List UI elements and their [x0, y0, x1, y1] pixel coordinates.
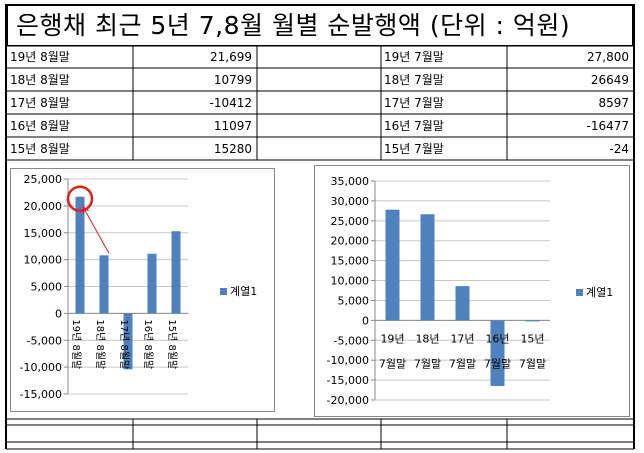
- x-tick-label-line2: 7월말: [519, 357, 546, 370]
- cell-aug-value[interactable]: 11097: [213, 119, 252, 133]
- cell-aug-value[interactable]: 10799: [213, 73, 252, 87]
- bar-0: [385, 209, 400, 321]
- x-tick-label: 17년 8월말: [118, 319, 130, 369]
- cell-aug-label[interactable]: 17년 8월말: [10, 96, 70, 110]
- chart-july-plot: 35,000 30,000 25,000 20,000 15,000 10,000 5,00…: [327, 175, 614, 407]
- annotation-arrow: [82, 206, 110, 254]
- cell-aug-value[interactable]: 21,699: [210, 50, 252, 64]
- y-tick-label: 20,000: [331, 235, 370, 248]
- y-tick-label: 0: [55, 307, 62, 320]
- y-tick-label: 20,000: [24, 200, 63, 213]
- bar-2: [455, 286, 470, 321]
- x-tick-label: 19년 8월말: [70, 319, 82, 369]
- x-tick-label-line2: 7월말: [484, 357, 511, 370]
- y-tick-label: -5,000: [27, 334, 62, 347]
- chart-august[interactable]: 25,000 20,000 15,000 10,000 5,000 0 -5,000 -10,…: [10, 168, 275, 412]
- cell-aug-value[interactable]: -10412: [209, 96, 252, 110]
- bar-3: [490, 320, 505, 386]
- cell-jul-label[interactable]: 18년 7월말: [384, 73, 444, 87]
- cell-aug-label[interactable]: 18년 8월말: [10, 73, 70, 87]
- bar-3: [147, 253, 157, 314]
- x-tick-label: 16년: [485, 332, 509, 345]
- legend-label: 계열1: [230, 285, 257, 298]
- bar-4: [171, 231, 181, 314]
- y-tick-label: 25,000: [331, 215, 370, 228]
- cell-jul-label[interactable]: 19년 7월말: [384, 50, 444, 64]
- chart-august-plot: 25,000 20,000 15,000 10,000 5,000 0 -5,000 -10,…: [20, 173, 258, 401]
- y-tick-label: -5,000: [334, 334, 369, 347]
- x-tick-label: 19년: [380, 332, 404, 345]
- bar-1: [99, 255, 109, 314]
- y-tick-label: 35,000: [331, 175, 370, 188]
- y-tick-label: -15,000: [20, 388, 62, 401]
- x-tick-label-line2: 7월말: [414, 357, 441, 370]
- legend-label: 계열1: [586, 286, 613, 299]
- annotation-arrowhead: [82, 205, 89, 214]
- x-tick-label: 15년 8월말: [166, 319, 178, 369]
- y-tick-label: 5,000: [338, 294, 370, 307]
- highlight-circle: [66, 185, 94, 212]
- sheet-title: 은행채 최근 5년 7,8월 월별 순발행액 (단위 : 억원): [6, 4, 634, 46]
- cell-jul-value[interactable]: 27,800: [587, 50, 629, 64]
- cell-aug-value[interactable]: 15280: [213, 142, 252, 156]
- y-tick-label: 10,000: [24, 254, 63, 267]
- cell-aug-label[interactable]: 16년 8월말: [10, 119, 70, 133]
- x-tick-label-line2: 7월말: [379, 357, 406, 370]
- bar-2: [123, 313, 133, 370]
- cell-jul-label[interactable]: 16년 7월말: [384, 119, 444, 133]
- y-tick-label: 15,000: [331, 255, 370, 268]
- y-tick-label: -10,000: [327, 354, 369, 367]
- chart-july[interactable]: 35,000 30,000 25,000 20,000 15,000 10,000 5,00…: [314, 165, 630, 417]
- x-tick-label: 18년 8월말: [94, 319, 106, 369]
- cell-jul-value[interactable]: 8597: [598, 96, 629, 110]
- cell-jul-label[interactable]: 15년 7월말: [384, 142, 444, 156]
- y-tick-label: 5,000: [31, 281, 63, 294]
- y-tick-label: 15,000: [24, 227, 63, 240]
- cell-jul-value[interactable]: 26649: [590, 73, 629, 87]
- y-tick-label: 25,000: [24, 173, 63, 186]
- y-tick-label: -15,000: [327, 374, 369, 387]
- y-tick-label: -20,000: [327, 394, 369, 407]
- x-tick-label: 15년: [520, 332, 544, 345]
- bar-0: [75, 196, 85, 314]
- bar-1: [420, 214, 435, 321]
- x-tick-label: 17년: [450, 332, 474, 345]
- x-tick-label-line2: 7월말: [449, 357, 476, 370]
- x-tick-label: 18년: [415, 332, 439, 345]
- legend-swatch: [220, 288, 227, 295]
- bar-4: [525, 320, 540, 322]
- y-tick-label: 10,000: [331, 275, 370, 288]
- y-tick-label: -10,000: [20, 361, 62, 374]
- cell-jul-value[interactable]: -24: [609, 142, 629, 156]
- cell-jul-label[interactable]: 17년 7월말: [384, 96, 444, 110]
- x-tick-label: 16년 8월말: [142, 319, 154, 369]
- cell-jul-value[interactable]: -16477: [586, 119, 629, 133]
- y-tick-label: 30,000: [331, 195, 370, 208]
- y-tick-label: 0: [362, 314, 369, 327]
- legend-swatch: [576, 289, 583, 296]
- cell-aug-label[interactable]: 15년 8월말: [10, 142, 70, 156]
- cell-aug-label[interactable]: 19년 8월말: [10, 50, 70, 64]
